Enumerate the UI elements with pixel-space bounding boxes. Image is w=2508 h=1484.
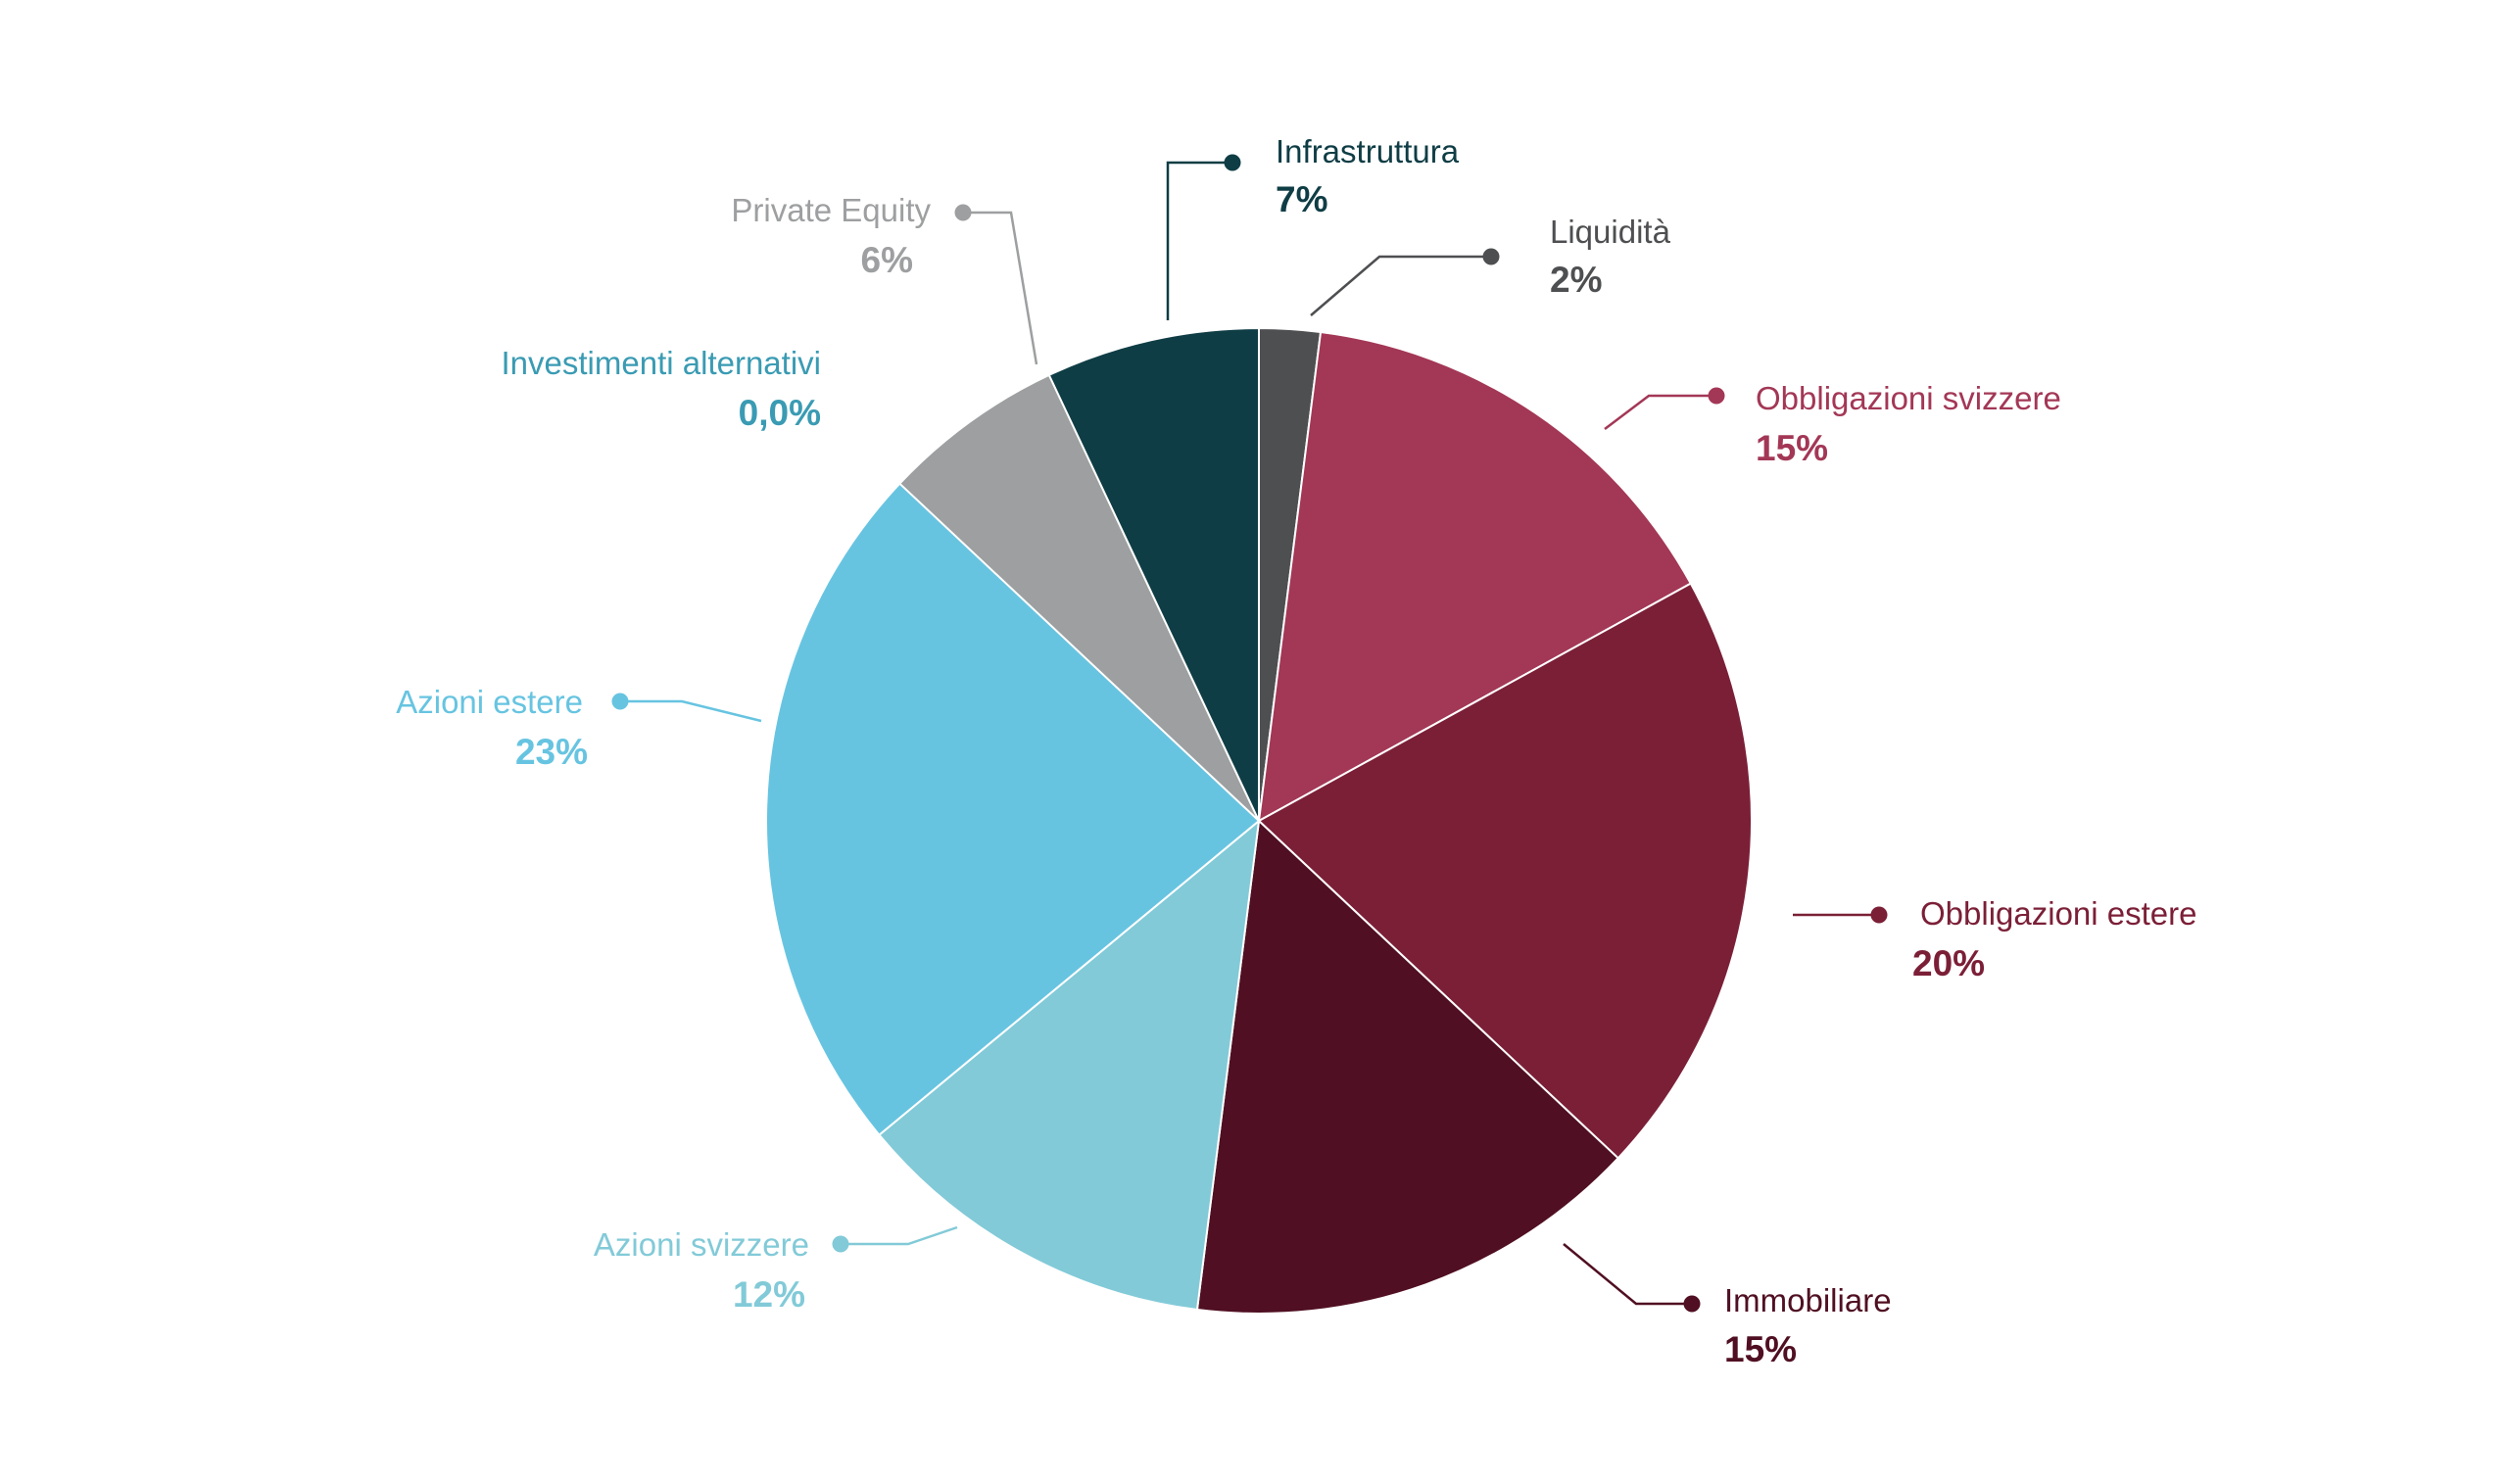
pie-slice-immobiliare (1195, 820, 1619, 1315)
pie-slice-private-equity (898, 373, 1260, 822)
slice-label-infrastruttura: Infrastruttura (1276, 133, 1460, 169)
pie-slice-azioni-svizzere (878, 820, 1260, 1312)
slice-value-investimenti-alternativi: 0,0% (739, 393, 821, 433)
leader-line-immobiliare (1563, 1243, 1692, 1306)
slice-value-immobiliare: 15% (1724, 1329, 1797, 1369)
leader-line-infrastruttura (1166, 161, 1232, 320)
slice-label-immobiliare: Immobiliare (1724, 1282, 1892, 1318)
pie-slice-azioni-estere (765, 482, 1260, 1136)
leader-dot-infrastruttura (1224, 154, 1241, 171)
leader-line-obbligazioni-svizzere (1604, 394, 1716, 430)
slice-label-azioni-svizzere: Azioni svizzere (594, 1226, 809, 1263)
pie-slice-obbligazioni-svizzere (1258, 330, 1692, 822)
leader-dot-azioni-svizzere (832, 1235, 849, 1253)
leader-dot-azioni-estere (611, 693, 629, 710)
leader-dot-immobiliare (1683, 1295, 1701, 1313)
slice-value-obbligazioni-estere: 20% (1912, 943, 1985, 983)
leader-dot-obbligazioni-svizzere (1708, 387, 1725, 405)
slice-value-azioni-svizzere: 12% (733, 1274, 805, 1315)
pie-slice-infrastruttura (1047, 327, 1260, 822)
leader-line-azioni-svizzere (841, 1225, 958, 1246)
leader-line-azioni-estere (620, 699, 762, 723)
leader-dot-liquidita (1482, 248, 1500, 265)
slice-label-obbligazioni-svizzere: Obbligazioni svizzere (1756, 380, 2061, 416)
slice-label-liquidita: Liquidità (1550, 214, 1671, 250)
slice-labels: Liquidità 2% Obbligazioni svizzere 15% Obbli… (396, 133, 2196, 1369)
slice-label-obbligazioni-estere: Obbligazioni estere (1920, 895, 2197, 932)
slice-label-investimenti-alternativi: Investimenti alternativi (502, 345, 821, 381)
leader-lines (611, 154, 1888, 1313)
slice-label-azioni-estere: Azioni estere (396, 684, 583, 720)
leader-line-liquidita (1310, 255, 1491, 316)
slice-value-obbligazioni-svizzere: 15% (1756, 428, 1828, 468)
slice-value-infrastruttura: 7% (1276, 179, 1327, 219)
pie-slices (765, 327, 1753, 1315)
pie-slice-obbligazioni-estere (1258, 582, 1753, 1160)
leader-dot-obbligazioni-estere (1870, 906, 1888, 924)
slice-label-private-equity: Private Equity (731, 192, 931, 228)
leader-line-private-equity (963, 211, 1038, 365)
slice-value-liquidita: 2% (1550, 260, 1602, 300)
slice-value-private-equity: 6% (861, 240, 913, 280)
leader-dot-private-equity (954, 204, 972, 221)
slice-value-azioni-estere: 23% (515, 732, 588, 772)
